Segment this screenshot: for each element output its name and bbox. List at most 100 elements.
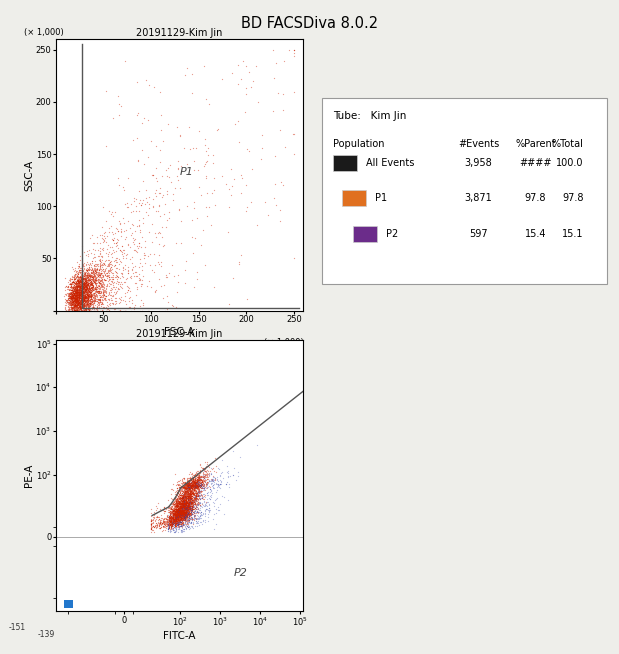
Point	[173, 508, 183, 518]
Point	[212, 479, 222, 489]
Point	[176, 506, 186, 516]
Point	[80, 279, 90, 290]
Point	[173, 515, 183, 526]
Point	[183, 504, 193, 514]
Point	[72, 294, 82, 304]
Point	[71, 286, 81, 296]
Point	[172, 511, 182, 522]
Point	[72, 257, 82, 267]
Point	[165, 519, 175, 529]
Point	[197, 475, 207, 486]
Point	[175, 507, 184, 517]
Point	[92, 296, 102, 306]
Point	[179, 500, 189, 510]
Point	[208, 305, 218, 316]
Point	[172, 504, 182, 514]
Point	[193, 482, 202, 492]
Point	[179, 484, 189, 494]
Point	[136, 275, 145, 285]
Point	[168, 516, 178, 526]
Point	[82, 299, 92, 309]
Point	[87, 305, 97, 316]
Point	[171, 498, 181, 508]
Point	[79, 277, 89, 287]
Point	[72, 305, 82, 316]
Point	[65, 293, 75, 303]
Point	[187, 500, 197, 511]
Point	[192, 487, 202, 498]
Point	[184, 513, 194, 523]
Point	[175, 499, 184, 509]
Point	[200, 492, 210, 502]
Point	[196, 511, 206, 521]
Point	[166, 517, 176, 528]
Point	[174, 505, 184, 515]
Point	[178, 502, 188, 512]
Point	[181, 481, 191, 492]
Point	[173, 502, 183, 513]
Point	[80, 278, 90, 288]
Point	[77, 301, 87, 311]
Point	[178, 501, 188, 511]
Point	[181, 479, 191, 489]
Point	[171, 494, 181, 505]
Point	[86, 279, 96, 289]
Point	[183, 481, 193, 492]
Point	[71, 277, 80, 288]
Point	[74, 294, 84, 304]
Point	[171, 511, 181, 522]
Point	[171, 504, 181, 514]
Point	[181, 508, 191, 518]
Point	[183, 495, 193, 506]
Point	[170, 521, 180, 532]
Point	[184, 517, 194, 527]
Point	[64, 291, 74, 301]
Point	[178, 491, 188, 502]
Point	[165, 509, 175, 519]
Point	[188, 488, 198, 498]
Point	[174, 491, 184, 502]
Point	[87, 286, 97, 296]
Point	[89, 288, 99, 299]
Point	[171, 517, 181, 527]
Point	[165, 520, 175, 530]
Point	[188, 489, 197, 499]
Point	[176, 521, 186, 532]
Point	[93, 288, 103, 298]
Point	[104, 258, 114, 268]
Point	[196, 489, 206, 500]
Text: 3,958: 3,958	[465, 158, 492, 168]
Point	[195, 472, 205, 482]
Point	[193, 491, 203, 502]
Point	[184, 490, 194, 501]
Point	[183, 487, 193, 498]
Point	[186, 514, 196, 525]
Point	[80, 284, 90, 294]
Point	[165, 503, 175, 513]
Point	[172, 520, 182, 530]
Point	[85, 305, 95, 316]
Point	[178, 510, 188, 521]
Point	[64, 293, 74, 303]
Point	[84, 286, 93, 297]
Point	[196, 507, 206, 517]
Point	[193, 506, 202, 517]
Point	[178, 506, 188, 517]
Point	[86, 279, 96, 289]
Point	[193, 475, 203, 485]
Point	[131, 290, 141, 300]
Point	[140, 249, 150, 260]
Point	[68, 301, 78, 311]
Point	[194, 480, 204, 490]
Point	[187, 476, 197, 487]
Point	[173, 501, 183, 511]
Point	[104, 227, 114, 237]
Point	[170, 505, 180, 515]
Point	[168, 519, 178, 529]
Point	[99, 231, 109, 241]
Point	[166, 526, 176, 536]
Point	[175, 502, 184, 513]
Point	[185, 483, 195, 493]
Point	[177, 508, 187, 518]
Point	[177, 493, 187, 504]
